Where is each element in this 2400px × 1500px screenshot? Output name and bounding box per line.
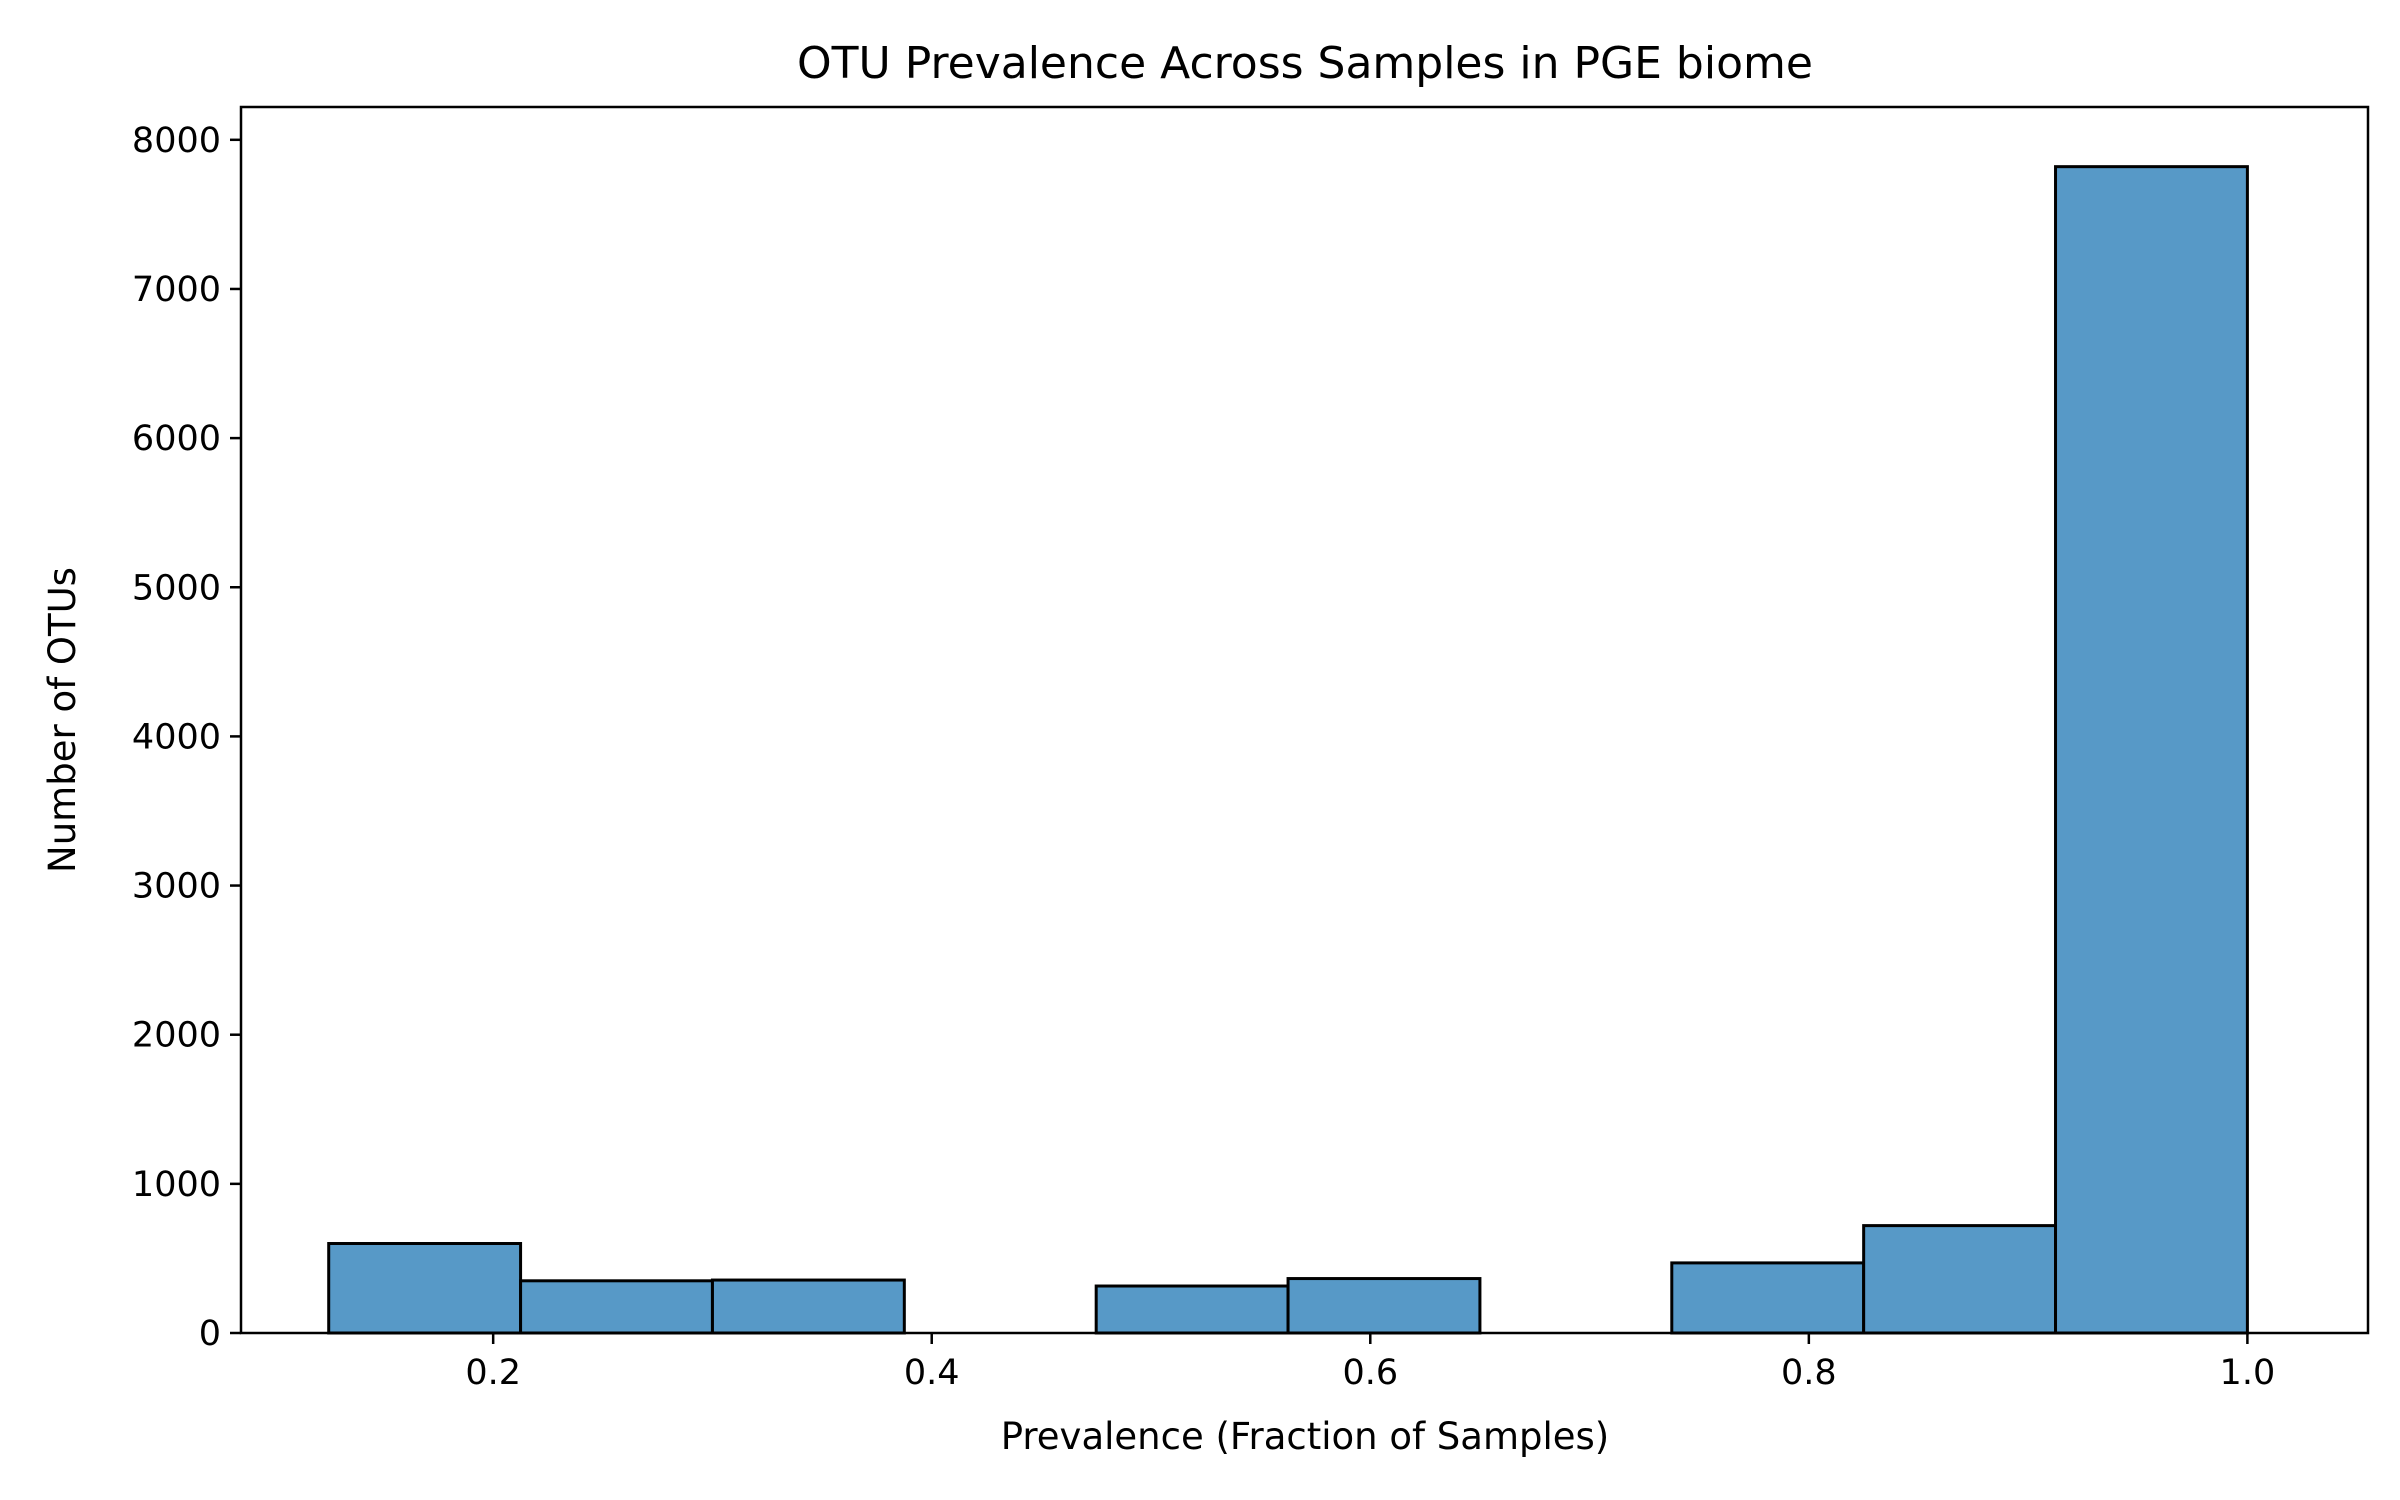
histogram-bar-8 [1670, 1261, 1866, 1335]
x-tick-label: 0.6 [1342, 1353, 1398, 1393]
histogram-bar-10 [2054, 165, 2249, 1335]
y-tick-label: 3000 [132, 867, 221, 907]
y-tick-label: 1000 [132, 1165, 221, 1205]
x-axis-ticks: 0.2 0.4 0.6 0.8 1.0 [465, 1333, 2275, 1393]
y-tick-label: 7000 [132, 270, 221, 310]
y-tick-label: 6000 [132, 419, 221, 459]
y-tick-label: 5000 [132, 568, 221, 608]
y-tick-label: 8000 [132, 121, 221, 161]
plot-frame [239, 105, 2370, 1335]
x-tick-label: 0.2 [465, 1353, 521, 1393]
x-axis-label: Prevalence (Fraction of Samples) [1001, 1415, 1610, 1458]
histogram-bar-9 [1862, 1224, 2058, 1335]
histogram-bar-3 [710, 1278, 906, 1335]
y-tick-label: 2000 [132, 1016, 221, 1056]
x-tick-label: 0.8 [1781, 1353, 1837, 1393]
y-axis-label: Number of OTUs [41, 567, 84, 873]
y-tick-label: 0 [199, 1314, 221, 1354]
histogram-bar-5 [1094, 1284, 1290, 1335]
x-tick-label: 0.4 [904, 1353, 960, 1393]
chart-title: OTU Prevalence Across Samples in PGE bio… [797, 38, 1813, 89]
histogram-bar-6 [1286, 1277, 1482, 1335]
histogram-bar-2 [519, 1279, 714, 1335]
bars-layer [327, 165, 2249, 1335]
histogram-bar-1 [327, 1242, 523, 1335]
y-tick-label: 4000 [132, 717, 221, 757]
x-tick-label: 1.0 [2220, 1353, 2276, 1393]
y-axis-ticks: 0 1000 2000 3000 4000 5000 6000 7000 8000 [132, 121, 241, 1354]
